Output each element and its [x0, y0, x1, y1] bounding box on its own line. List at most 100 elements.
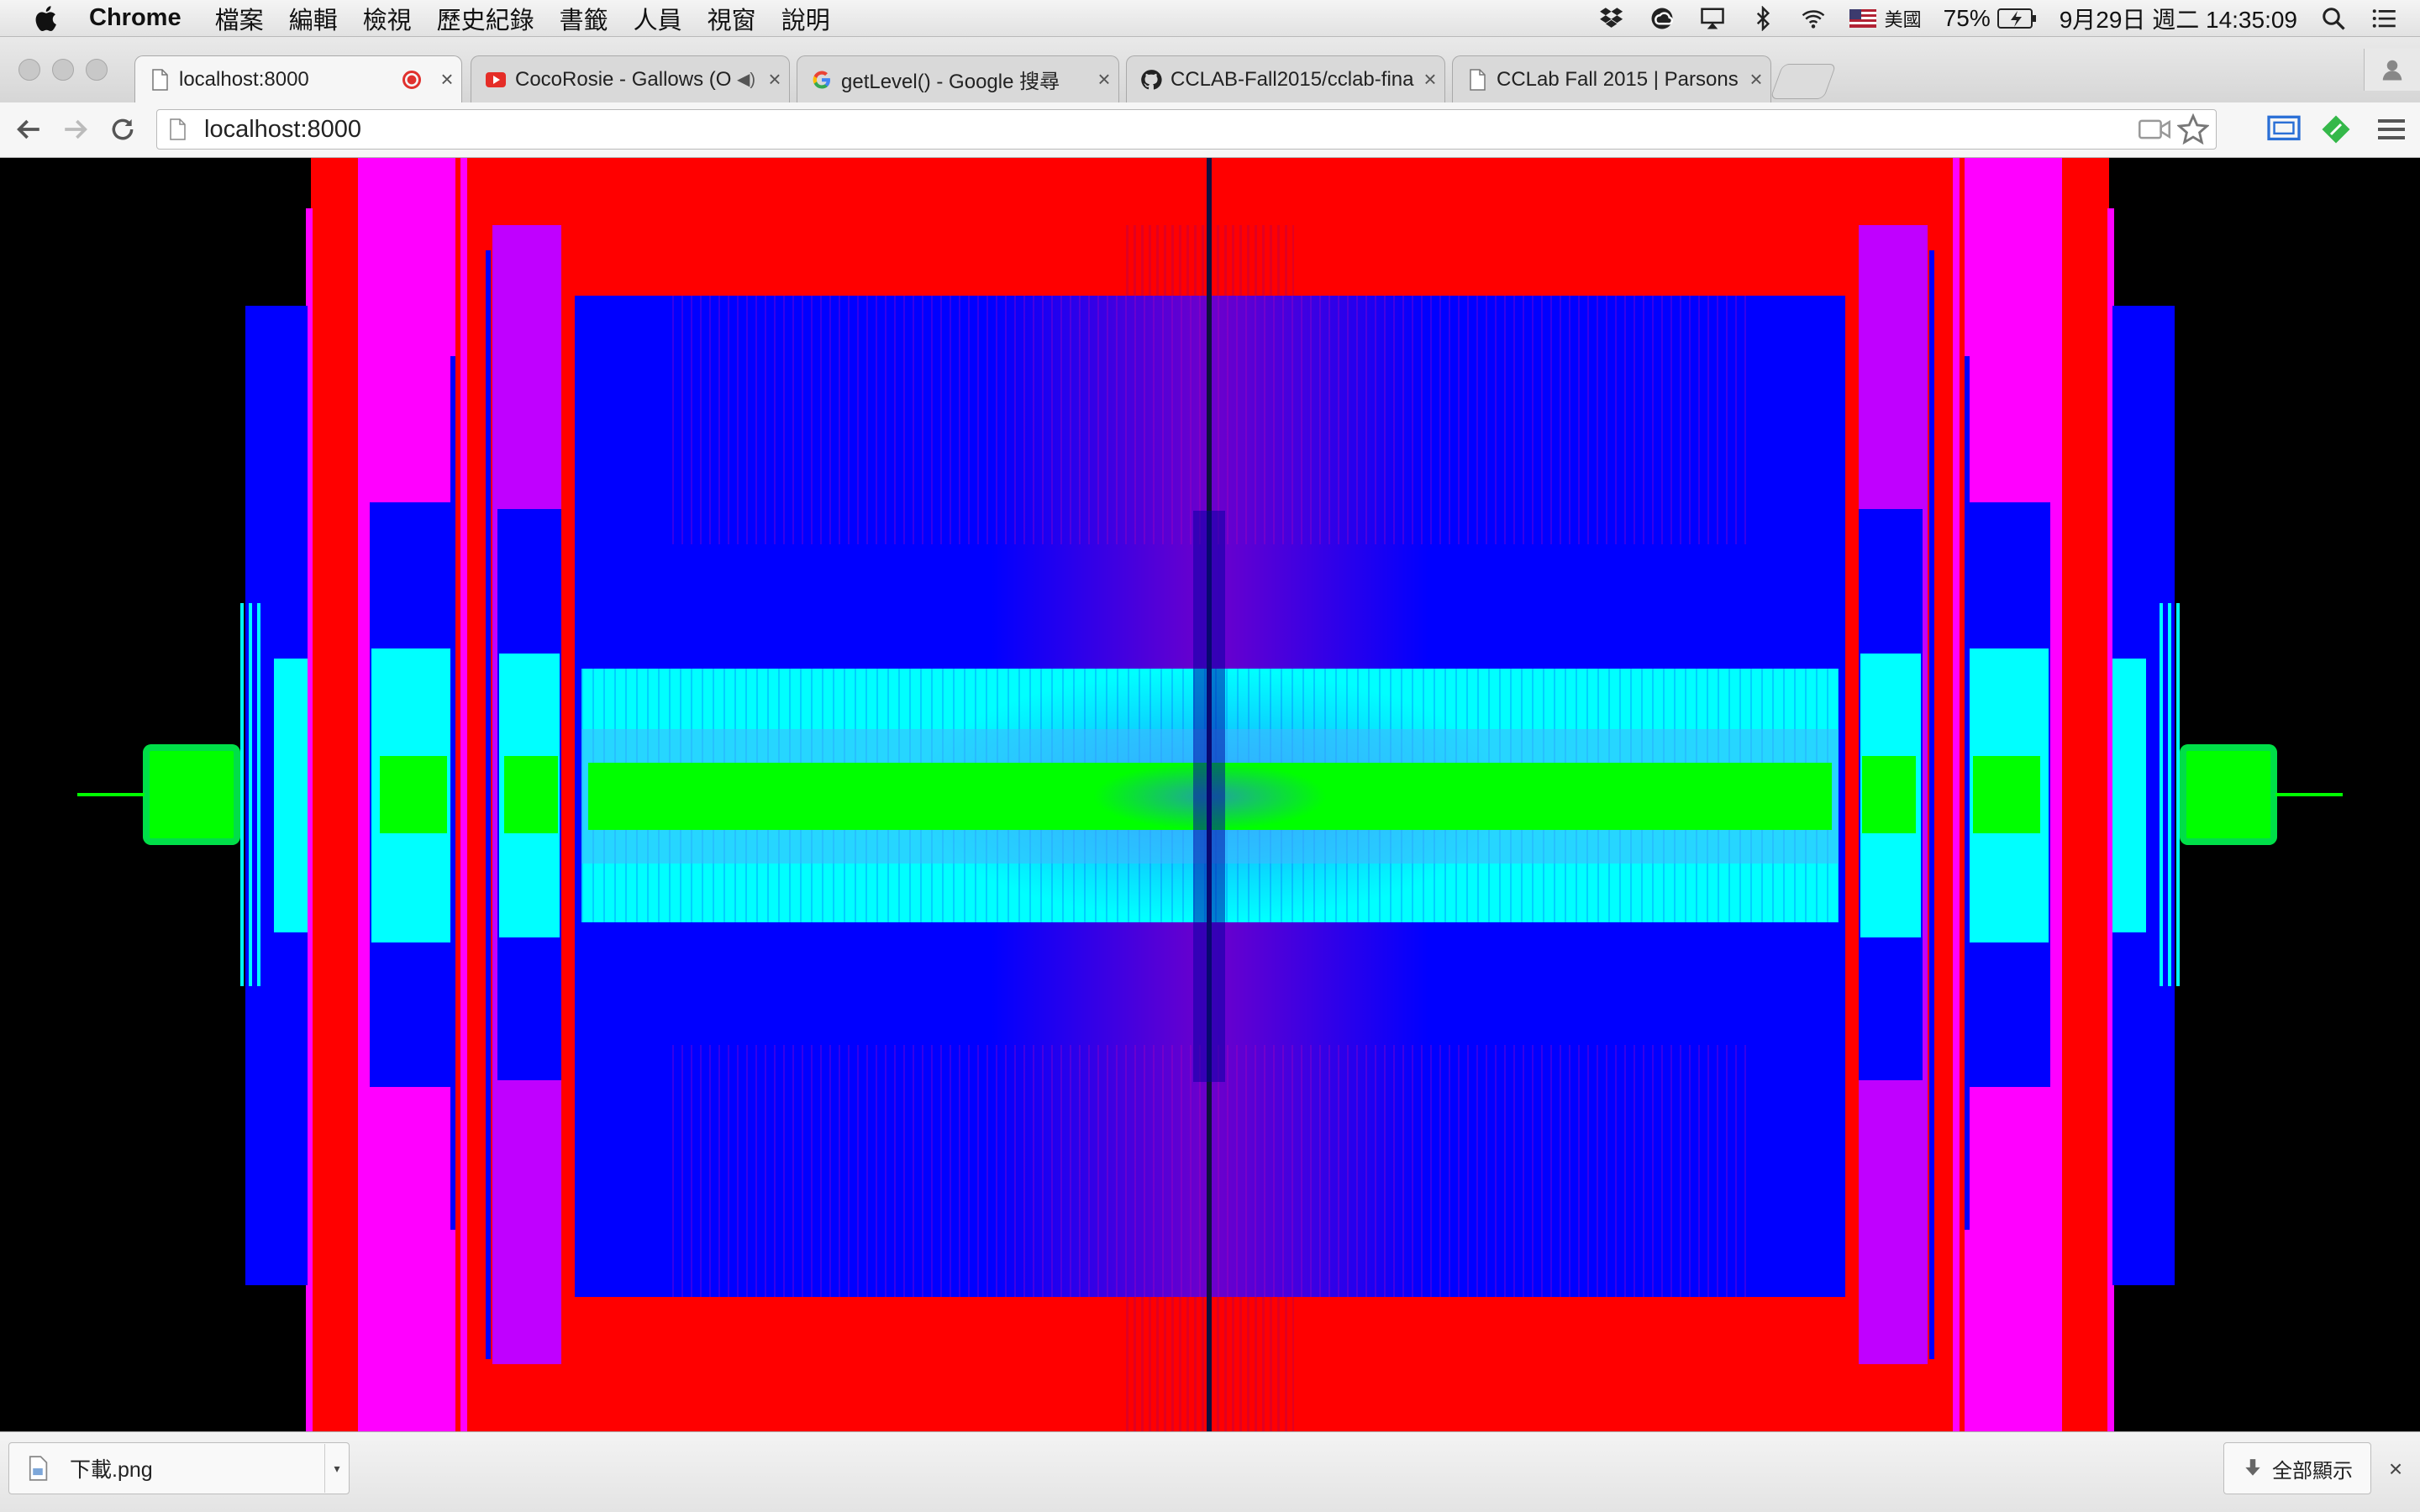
- tab-close-icon[interactable]: ×: [1097, 66, 1111, 92]
- download-shelf: 下載.png ▾ 全部顯示 ×: [0, 1431, 2420, 1512]
- forward-button[interactable]: [59, 113, 92, 146]
- chrome-menu-button[interactable]: [2373, 113, 2410, 146]
- menu-view[interactable]: 檢視: [362, 7, 412, 34]
- apple-menu-icon[interactable]: [32, 3, 62, 34]
- blue-thin-left: [450, 356, 455, 1230]
- magenta-edge-right: [2107, 208, 2114, 1431]
- green-end-cap-right: [2180, 744, 2277, 845]
- window-close-button[interactable]: [18, 59, 40, 81]
- tab-close-icon[interactable]: ×: [768, 66, 781, 92]
- show-all-downloads-button[interactable]: 全部顯示: [2223, 1442, 2371, 1494]
- download-options-dropdown-icon[interactable]: ▾: [324, 1444, 349, 1493]
- us-flag-icon: [1849, 9, 1876, 28]
- bookmark-star-icon[interactable]: [2177, 113, 2209, 145]
- tab-title: CCLab Fall 2015 | Parsons: [1497, 67, 1739, 91]
- input-source[interactable]: 美國: [1849, 5, 1922, 32]
- airplay-icon[interactable]: [1698, 6, 1727, 31]
- new-tab-button[interactable]: [1770, 64, 1837, 99]
- magenta-edge-left: [306, 208, 313, 1431]
- clock[interactable]: 9月29日 週二 14:35:09: [2059, 7, 2297, 33]
- dropbox-icon[interactable]: [1597, 6, 1626, 31]
- google-icon: [813, 71, 830, 88]
- youtube-icon: [486, 71, 506, 87]
- profile-button[interactable]: [2364, 49, 2420, 91]
- magenta-thin-right: [1953, 158, 1960, 1431]
- screen-icon: [2267, 115, 2301, 141]
- cyan-thin-right: [2160, 603, 2163, 986]
- page-icon: [152, 68, 168, 91]
- tab-close-icon[interactable]: ×: [1749, 66, 1763, 92]
- tab-cclab-parsons[interactable]: CCLab Fall 2015 | Parsons ×: [1452, 55, 1771, 102]
- menu-edit[interactable]: 編輯: [288, 7, 338, 34]
- tab-title: getLevel() - Google 搜尋: [841, 71, 1060, 93]
- spotlight-search-icon[interactable]: [2319, 6, 2348, 31]
- close-shelf-icon[interactable]: ×: [2388, 1456, 2403, 1482]
- menu-history[interactable]: 歷史紀錄: [436, 7, 534, 34]
- magenta-thin-left: [460, 158, 467, 1431]
- tab-close-icon[interactable]: ×: [440, 66, 454, 92]
- download-file-name: 下載.png: [70, 1458, 153, 1482]
- battery-charging-icon: [1996, 8, 2036, 29]
- green-block-right: [1973, 756, 2040, 833]
- browser-toolbar: [0, 102, 2420, 158]
- back-arrow-icon: [17, 119, 39, 139]
- window-minimize-button[interactable]: [52, 59, 74, 81]
- tab-localhost[interactable]: localhost:8000 ×: [134, 55, 462, 102]
- tab-title: CocoRosie - Gallows (O: [515, 67, 732, 91]
- center-dark-line-glow: [1193, 511, 1225, 1082]
- camera-in-use-icon[interactable]: [2139, 118, 2170, 141]
- person-icon: [2382, 60, 2402, 81]
- tab-close-icon[interactable]: ×: [1423, 66, 1437, 92]
- menu-window[interactable]: 視窗: [707, 7, 756, 34]
- hamburger-menu-icon: [2378, 119, 2405, 139]
- github-icon: [1141, 69, 1162, 90]
- reload-button[interactable]: [106, 113, 139, 146]
- battery-status[interactable]: 75%: [1944, 5, 2038, 32]
- blue-thin-right: [1965, 356, 1970, 1230]
- cast-screen-extension-button[interactable]: [2265, 113, 2302, 146]
- green-extension-button[interactable]: [2317, 113, 2354, 146]
- green-line-right: [2275, 793, 2343, 796]
- green-end-cap-left: [143, 744, 240, 845]
- tab-strip: localhost:8000 × CocoRosie - Gallows (O …: [0, 37, 2420, 102]
- recording-indicator-icon: [402, 70, 421, 89]
- page-icon: [1470, 68, 1486, 91]
- menu-bar: Chrome 檔案 編輯 檢視 歷史紀錄 書籤 人員 視窗 說明 美國 75% …: [0, 0, 2420, 37]
- wifi-icon[interactable]: [1799, 6, 1828, 31]
- menu-file[interactable]: 檔案: [214, 7, 264, 34]
- tab-title: CCLAB-Fall2015/cclab-fina: [1171, 67, 1414, 91]
- cyan-small-left: [274, 659, 308, 932]
- back-button[interactable]: [12, 113, 45, 146]
- tab-google-search[interactable]: getLevel() - Google 搜尋 ×: [797, 55, 1119, 102]
- download-arrow-icon: [2245, 1459, 2260, 1476]
- tab-title: localhost:8000: [179, 67, 309, 91]
- creative-cloud-icon[interactable]: [1648, 6, 1676, 31]
- menu-people[interactable]: 人員: [633, 7, 682, 34]
- tab-cocorosie[interactable]: CocoRosie - Gallows (O ◀) ×: [471, 55, 790, 102]
- cyan-thin-left: [240, 603, 244, 986]
- bluetooth-icon[interactable]: [1749, 6, 1777, 31]
- cyan-small-right: [2112, 659, 2146, 932]
- generative-art-canvas[interactable]: [0, 158, 2420, 1431]
- address-bar[interactable]: [156, 109, 2217, 150]
- input-source-label: 美國: [1884, 9, 1922, 30]
- menu-bookmarks[interactable]: 書籤: [559, 7, 608, 34]
- show-all-label: 全部顯示: [2272, 1459, 2353, 1483]
- page-viewport: [0, 158, 2420, 1431]
- notification-center-icon[interactable]: [2370, 6, 2398, 31]
- page-info-icon[interactable]: [169, 118, 186, 140]
- green-line-left: [77, 793, 145, 796]
- green-block-left: [380, 756, 447, 833]
- audio-playing-icon[interactable]: ◀): [736, 71, 755, 89]
- blue-thin-purple-left: [486, 250, 491, 1359]
- green-block-inner-right: [1862, 756, 1916, 833]
- window-zoom-button[interactable]: [86, 59, 108, 81]
- reload-icon: [112, 118, 134, 140]
- battery-percent: 75%: [1943, 5, 1991, 31]
- menu-help[interactable]: 說明: [781, 7, 830, 34]
- download-item[interactable]: 下載.png ▾: [8, 1442, 350, 1494]
- tab-github-cclab[interactable]: CCLAB-Fall2015/cclab-fina ×: [1126, 55, 1445, 102]
- extension-leaf-icon: [2322, 115, 2350, 144]
- url-input[interactable]: [203, 114, 2139, 144]
- app-menu-chrome[interactable]: Chrome: [89, 4, 182, 31]
